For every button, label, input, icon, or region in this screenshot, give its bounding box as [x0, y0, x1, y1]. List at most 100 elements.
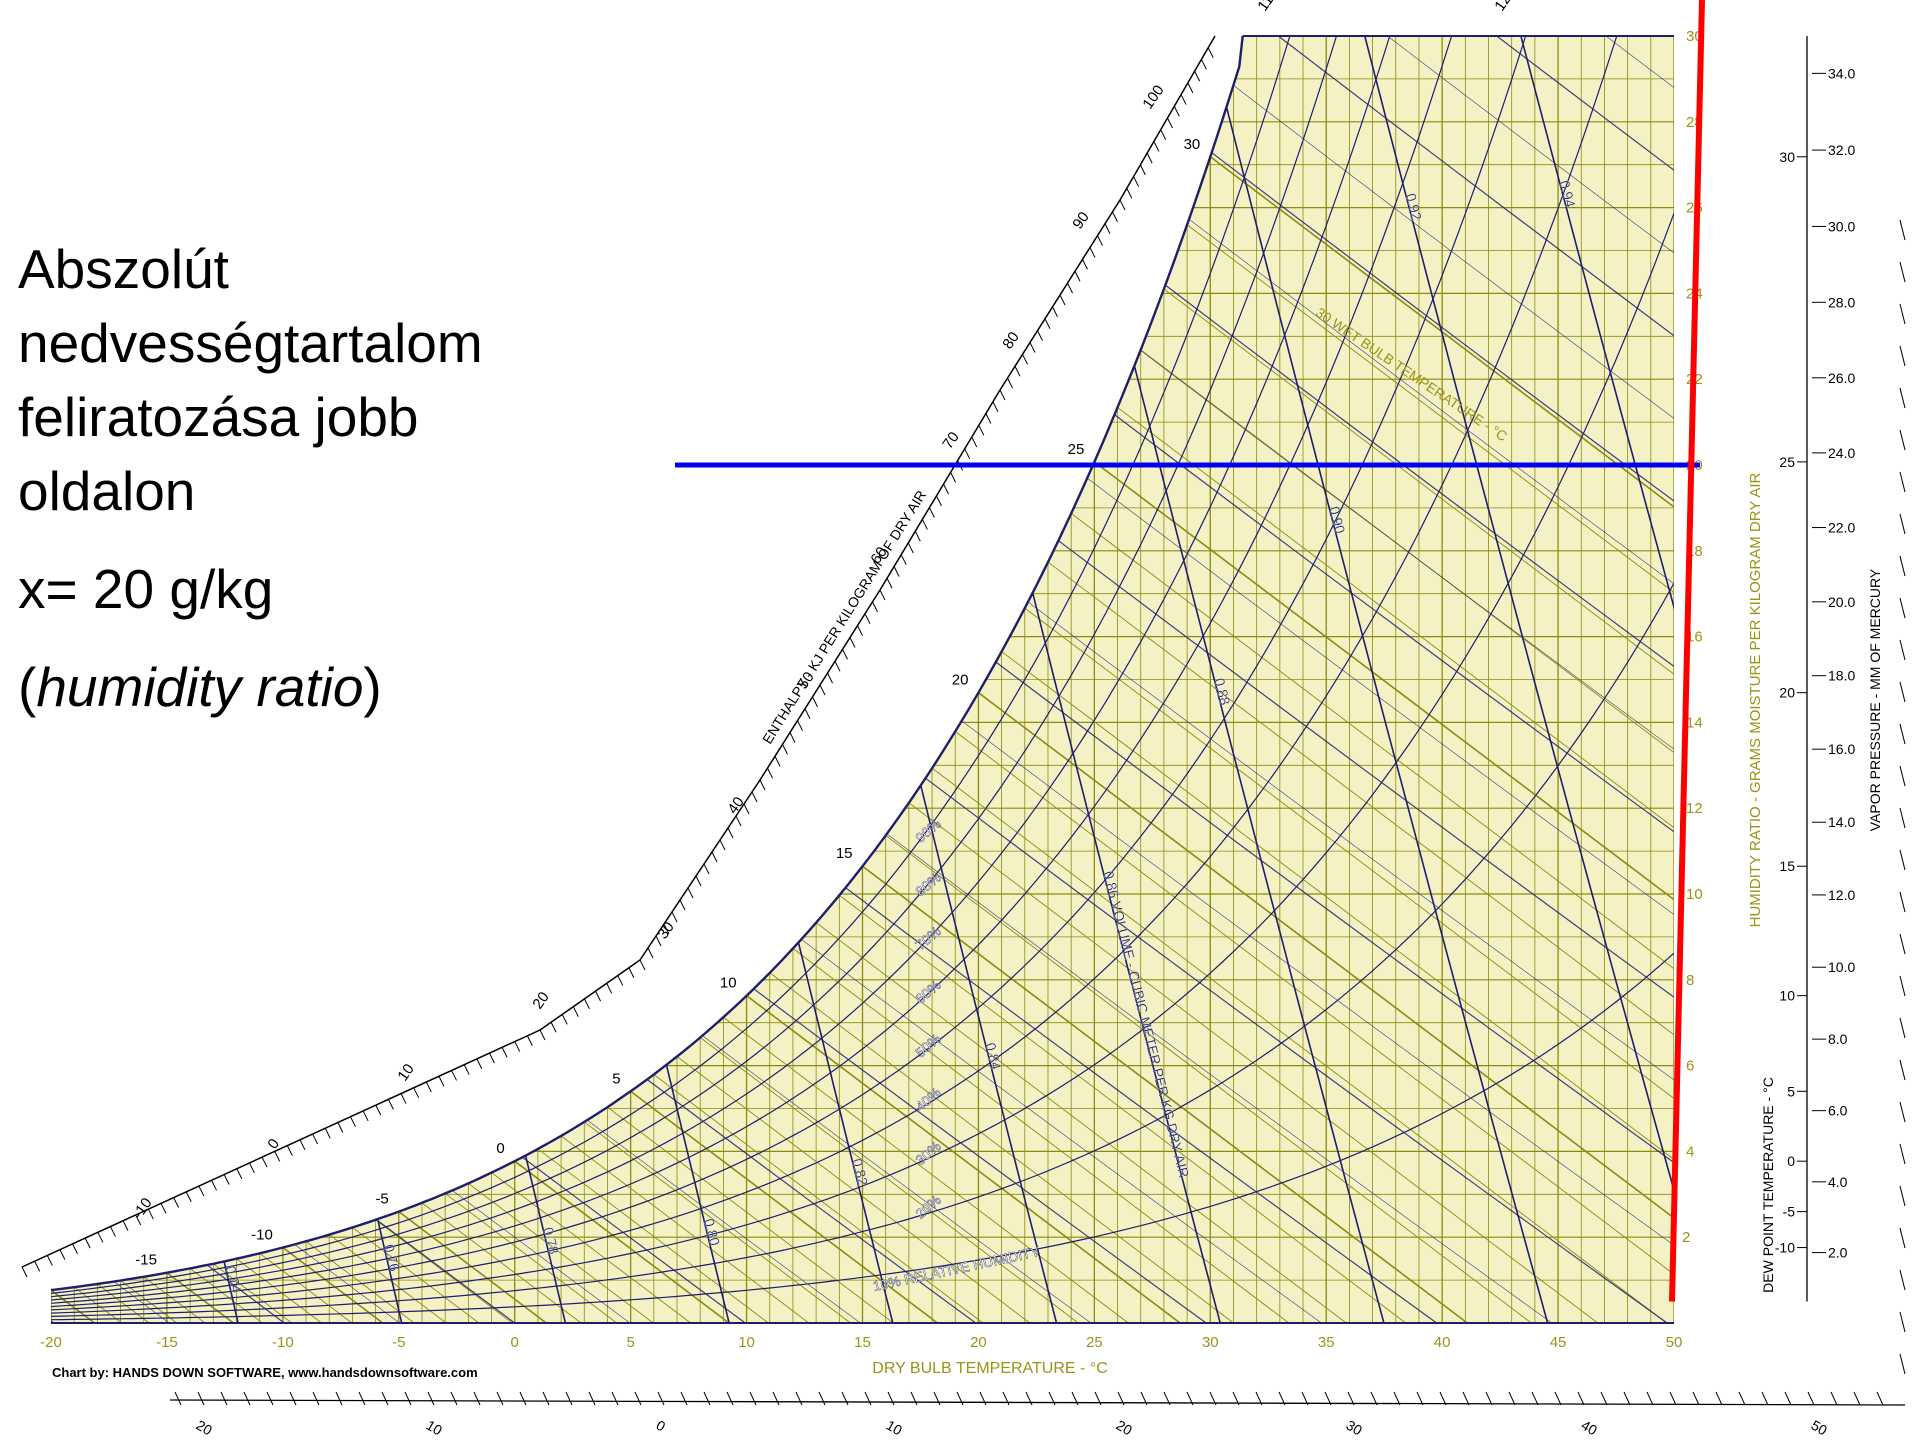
- enthalpy-tick: [1112, 211, 1118, 223]
- enthalpy-tick: [21, 1266, 28, 1278]
- enthalpy-tick: [936, 495, 942, 507]
- enthalpy-tick: [992, 401, 999, 412]
- wet-bulb-line: [1117, 407, 1674, 1323]
- enthalpy-tick: [375, 1104, 382, 1116]
- dew-point-label: 10: [1779, 988, 1795, 1004]
- enthalpy-tick: [978, 425, 985, 436]
- x-tick-label: 10: [738, 1334, 755, 1351]
- enthalpy-tick: [1153, 141, 1160, 152]
- wet-bulb-line: [328, 1234, 447, 1323]
- dew-point-label: 20: [1779, 685, 1795, 701]
- right-edge-tick: [1899, 849, 1906, 871]
- wet-bulb-line: [514, 1160, 730, 1323]
- dew-point-label: 30: [1779, 149, 1795, 165]
- wet-bulb-line: [792, 948, 1290, 1323]
- enthalpy-tick: [1119, 199, 1126, 211]
- enthalpy-tick: [400, 1093, 407, 1104]
- volume-line: [51, 36, 239, 1323]
- enthalpy-tick: [122, 1220, 129, 1231]
- volume-label: 0.76: [381, 1243, 403, 1274]
- enthalpy-line: [1168, 36, 1674, 1323]
- enthalpy-tick: [1146, 152, 1153, 164]
- y-tick-label: 6: [1686, 1058, 1694, 1075]
- enthalpy-tick: [628, 967, 635, 979]
- enthalpy-tick: [606, 983, 613, 994]
- bottom-scale-tick: [1025, 1391, 1033, 1406]
- enthalpy-tick: [782, 744, 788, 755]
- volume-label: 0.94: [1557, 179, 1579, 210]
- x-tick-label: -20: [40, 1334, 62, 1351]
- enthalpy-tick: [834, 661, 841, 672]
- right-edge-tick: [1899, 639, 1906, 661]
- bottom-scale-tick: [542, 1391, 550, 1406]
- wet-bulb-line: [653, 1074, 984, 1323]
- enthalpy-tick: [864, 613, 871, 624]
- bottom-scale-tick: [956, 1391, 964, 1406]
- bottom-scale-tick: [335, 1391, 343, 1406]
- bottom-scale-tick: [1416, 1391, 1424, 1406]
- bottom-scale-tick: [1163, 1391, 1171, 1406]
- volume-label: 0.88: [1211, 676, 1233, 707]
- enthalpy-tick: [842, 649, 848, 660]
- bottom-scale-tick: [404, 1391, 412, 1406]
- right-edge-tick: [1899, 1017, 1906, 1039]
- bottom-scale-tick: [1117, 1391, 1125, 1406]
- enthalpy-tick: [647, 947, 654, 959]
- right-edge-tick: [1899, 975, 1906, 997]
- enthalpy-line: [51, 36, 285, 1323]
- enthalpy-tick: [1037, 330, 1043, 341]
- x-tick-label: 40: [1434, 1334, 1451, 1351]
- chart-region: [51, 36, 1674, 1323]
- enthalpy-tick: [857, 625, 863, 636]
- x-tick-label: 30: [1202, 1334, 1219, 1351]
- paren-close: ): [363, 656, 382, 718]
- right-edge-tick: [1899, 1269, 1906, 1291]
- vapor-pressure-label: 34.0: [1828, 65, 1855, 81]
- enthalpy-line: [51, 36, 55, 1323]
- enthalpy-tick: [337, 1122, 344, 1133]
- dew-point-label: -5: [1783, 1204, 1796, 1220]
- paren-open: (: [18, 656, 37, 718]
- enthalpy-tick: [735, 815, 742, 827]
- vapor-pressure-label: 22.0: [1828, 520, 1855, 536]
- y-tick-label: 12: [1686, 800, 1703, 817]
- enthalpy-tick: [1022, 354, 1028, 365]
- enthalpy-line: [1277, 36, 1674, 1323]
- enthalpy-tick: [921, 519, 928, 530]
- enthalpy-tick: [350, 1116, 356, 1127]
- bottom-scale-tick: [1186, 1391, 1194, 1406]
- bottom-scale-tick: [1232, 1391, 1240, 1406]
- bottom-scale-tick: [864, 1391, 872, 1406]
- bottom-scale-tick: [1255, 1391, 1263, 1406]
- enthalpy-tick: [1207, 47, 1214, 58]
- wet-bulb-line: [1163, 288, 1674, 1323]
- rh-curve: [51, 36, 1640, 1311]
- enthalpy-tick: [387, 1099, 394, 1110]
- enthalpy-tick: [46, 1255, 53, 1266]
- right-edge-tick: [1899, 1101, 1906, 1123]
- bottom-scale-tick: [1301, 1391, 1309, 1406]
- enthalpy-tick: [1167, 117, 1173, 129]
- wet-bulb-line: [305, 1240, 415, 1323]
- wet-bulb-line: [468, 1183, 654, 1323]
- enthalpy-tick: [236, 1168, 243, 1179]
- enthalpy-tick: [1180, 94, 1187, 105]
- annotation-line-1: Abszolút: [18, 238, 229, 300]
- enthalpy-tick: [34, 1260, 41, 1272]
- vapor-pressure-label: 2.0: [1828, 1245, 1848, 1261]
- enthalpy-tick: [774, 756, 781, 767]
- bottom-scale-tick: [1278, 1391, 1286, 1406]
- enthalpy-tick: [804, 708, 811, 719]
- right-edge-tick: [1899, 1143, 1906, 1165]
- annotation-term: humidity ratio: [36, 656, 364, 718]
- enthalpy-tick: [526, 1035, 533, 1047]
- bottom-scale-tick: [795, 1391, 803, 1406]
- enthalpy-tick: [489, 1052, 495, 1064]
- wet-bulb-line: [607, 1106, 894, 1323]
- bottom-scale-tick: [197, 1391, 205, 1406]
- right-edge-tick: [1899, 807, 1906, 829]
- bottom-scale-tick: [887, 1391, 895, 1406]
- bottom-scale-tick: [1094, 1391, 1102, 1406]
- enthalpy-tick: [1139, 164, 1146, 176]
- enthalpy-tick: [59, 1249, 66, 1260]
